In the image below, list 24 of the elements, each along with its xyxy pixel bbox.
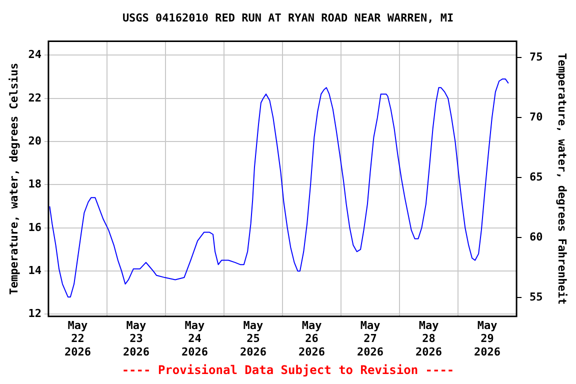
y2-tick-label: 65 [530, 170, 543, 184]
x-tick-label: May 25 2026 [240, 318, 267, 358]
x-tick-label: May 22 2026 [64, 318, 92, 358]
x-tick-label: May 24 2026 [181, 318, 208, 358]
y2-tick-label: 70 [530, 110, 543, 124]
text: ---- Provisional Data Subject to Revision ---- [120, 362, 456, 378]
y-axis-title: Temperature, water, degrees Celsius [7, 62, 20, 295]
y-tick-label: 14 [28, 264, 42, 277]
y-tick-label: 24 [28, 48, 42, 62]
x-tick-label: May 26 2026 [298, 318, 326, 358]
y-tick-label: 22 [28, 91, 42, 104]
y-tick-label: 12 [28, 307, 42, 320]
y2-tick-label: 60 [530, 230, 543, 244]
y-tick-label: 18 [28, 178, 42, 191]
x-tick-label: May 27 2026 [357, 318, 384, 358]
y2-axis-title: Temperature, water, degrees Fahrenheit [556, 52, 569, 305]
y2-tick-label: 55 [530, 290, 543, 304]
x-tick-label: May 28 2026 [416, 318, 442, 358]
y2-tick-label: 75 [530, 50, 543, 64]
x-tick-label: May 29 2026 [474, 318, 501, 358]
y-tick-label: 20 [28, 134, 42, 148]
x-tick-label: May 23 2026 [122, 318, 150, 358]
y-tick-label: 16 [28, 220, 42, 234]
chart-title: USGS 04162010 RED RUN AT RYAN ROAD NEAR WARREN, MI [122, 11, 454, 24]
